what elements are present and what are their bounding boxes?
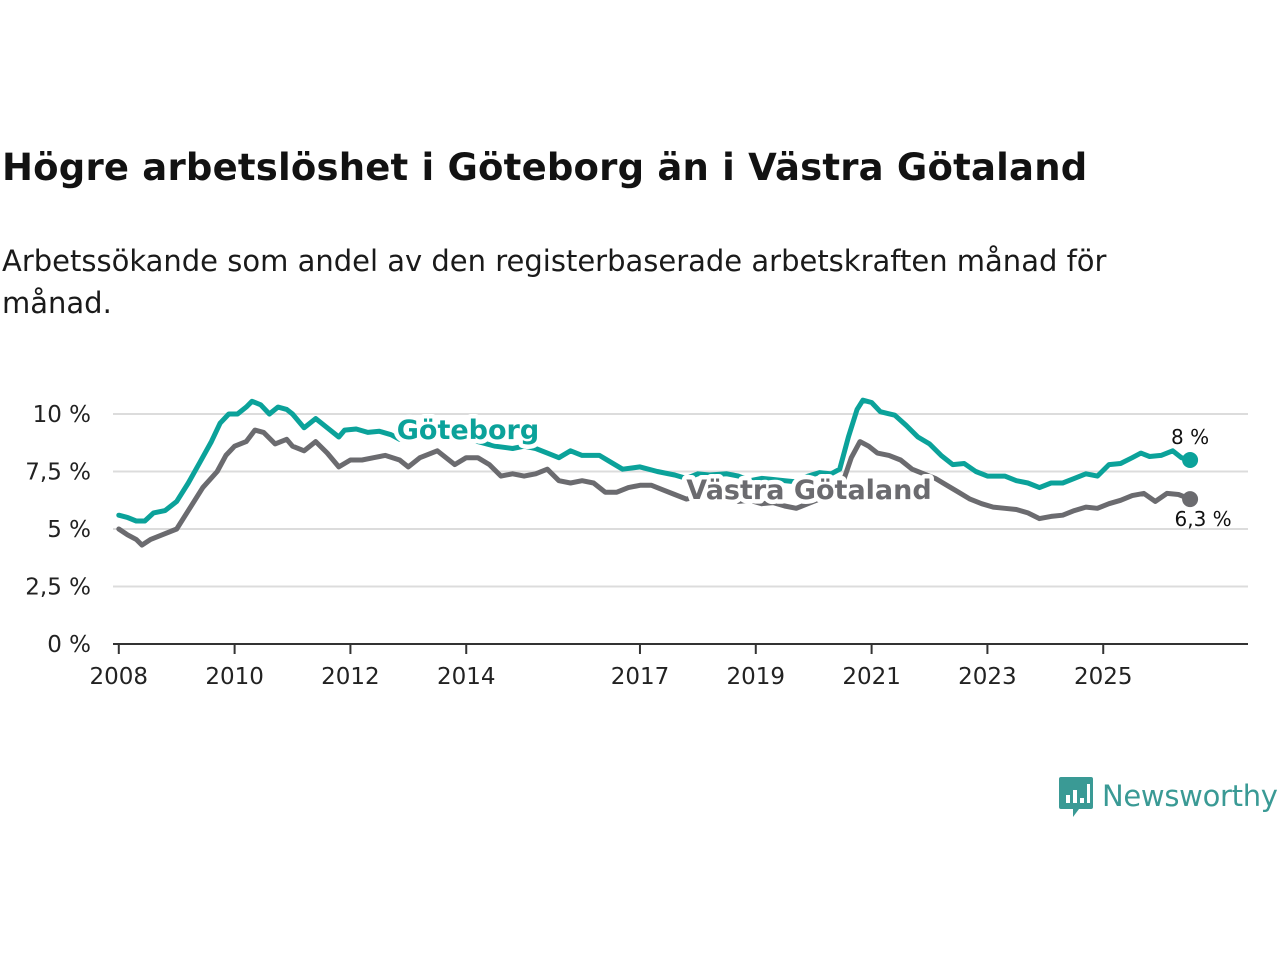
- x-axis: 2008 2010 2012 2014 2017 2019 2021 2023 2025: [90, 643, 1248, 690]
- x-tick-label: 2010: [205, 664, 264, 690]
- x-tick-label: 2008: [90, 664, 149, 690]
- y-tick-label: 7,5 %: [25, 460, 91, 486]
- x-tick-label: 2019: [727, 664, 786, 690]
- x-tick-label: 2014: [437, 664, 496, 690]
- series-label: Göteborg: [397, 415, 539, 446]
- series-end-point: [1182, 491, 1199, 508]
- y-tick-label: 0 %: [47, 632, 91, 658]
- y-axis: 0 % 2,5 % 5 % 7,5 % 10 %: [25, 402, 91, 658]
- y-tick-label: 10 %: [33, 402, 91, 428]
- end-value-label-goteborg: 8 %: [1171, 425, 1209, 449]
- y-tick-label: 5 %: [47, 517, 91, 543]
- series-line-vastra-gotaland: [116, 427, 1193, 548]
- x-tick-label: 2023: [958, 664, 1017, 690]
- chart-subtitle: Arbetssökande som andel av den registerb…: [2, 244, 1107, 320]
- grid-layer: [113, 413, 1248, 588]
- x-tick-label: 2021: [842, 664, 901, 690]
- series-label-halo: Västra Götaland: [686, 475, 931, 506]
- series-layer: [116, 397, 1199, 548]
- y-tick-label: 2,5 %: [25, 575, 91, 601]
- brand-name: Newsworthy: [1102, 779, 1278, 813]
- x-tick-label: 2025: [1074, 664, 1133, 690]
- series-label-halo: Göteborg: [397, 415, 539, 446]
- series-label: Västra Götaland: [686, 475, 931, 506]
- chart-title: Högre arbetslöshet i Göteborg än i Västr…: [2, 146, 1088, 189]
- x-tick-label: 2012: [321, 664, 380, 690]
- end-value-label-vastra-gotaland: 6,3 %: [1175, 507, 1232, 531]
- x-tick-label: 2017: [611, 664, 670, 690]
- series-line-goteborg: [116, 397, 1193, 524]
- brand-logo: Newsworthy: [1058, 772, 1278, 820]
- series-end-point: [1182, 452, 1199, 468]
- newsworthy-logo-icon: [1059, 777, 1093, 817]
